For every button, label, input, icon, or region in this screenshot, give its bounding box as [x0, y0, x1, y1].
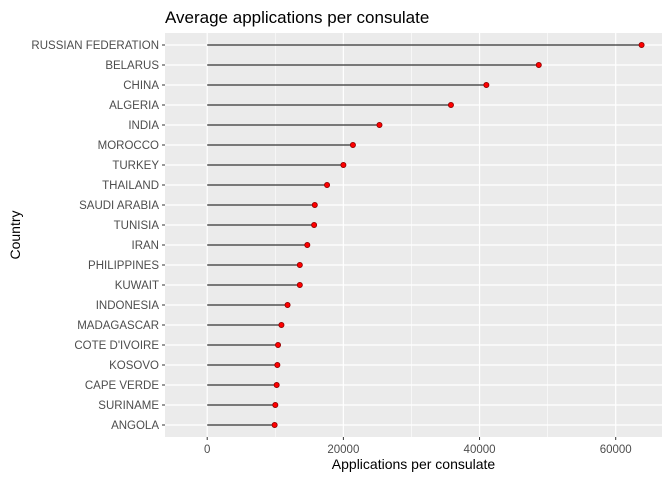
lollipop-point	[296, 281, 303, 288]
data-marks	[207, 42, 645, 428]
x-axis-title: Applications per consulate	[332, 456, 496, 472]
lollipop-point	[376, 122, 383, 129]
y-tick-label: IRAN	[132, 240, 159, 252]
lollipop-point	[349, 141, 356, 148]
y-tick-label: SURINAME	[98, 400, 159, 412]
y-tick-label: ALGERIA	[109, 100, 159, 112]
y-tick-label: MADAGASCAR	[77, 320, 159, 332]
x-tick-label: 40000	[464, 444, 496, 456]
y-tick-label: SAUDI ARABIA	[79, 200, 159, 212]
lollipop-point	[272, 401, 279, 408]
y-tick-label: CHINA	[123, 80, 159, 92]
x-axis-labels: 0 20000 40000 60000	[204, 437, 632, 456]
lollipop-point	[447, 102, 454, 109]
y-tick-label: RUSSIAN FEDERATION	[31, 40, 159, 52]
chart-title: Average applications per consulate	[165, 8, 429, 27]
y-tick-label: KUWAIT	[115, 280, 159, 292]
lollipop-point	[273, 381, 280, 388]
lollipop-point	[324, 181, 331, 188]
lollipop-point	[311, 221, 318, 228]
lollipop-point	[638, 42, 645, 49]
y-tick-label: CAPE VERDE	[85, 380, 159, 392]
y-tick-label: MOROCCO	[98, 140, 159, 152]
y-tick-label: BELARUS	[105, 60, 159, 72]
lollipop-point	[304, 241, 311, 248]
lollipop-point	[274, 361, 281, 368]
y-tick-label: TUNISIA	[114, 220, 160, 232]
lollipop-point	[278, 321, 285, 328]
y-tick-label: INDONESIA	[96, 300, 160, 312]
lollipop-point	[311, 201, 318, 208]
y-tick-label: TURKEY	[112, 160, 159, 172]
y-tick-label: PHILIPPINES	[88, 260, 159, 272]
plot-panel	[165, 33, 662, 437]
lollipop-point	[296, 261, 303, 268]
y-tick-label: ANGOLA	[111, 420, 159, 432]
y-tick-label: KOSOVO	[109, 360, 159, 372]
y-tick-label: THAILAND	[102, 180, 159, 192]
y-axis-title: Country	[7, 210, 23, 259]
y-tick-label: COTE D'IVOIRE	[74, 340, 159, 352]
x-tick-label: 60000	[600, 444, 632, 456]
lollipop-point	[284, 301, 291, 308]
lollipop-point	[340, 161, 347, 168]
lollipop-point	[271, 421, 278, 428]
x-tick-label: 0	[204, 444, 210, 456]
x-tick-label: 20000	[327, 444, 359, 456]
y-axis-labels: RUSSIAN FEDERATION BELARUS CHINA ALGERIA IND…	[31, 40, 165, 432]
lollipop-point	[535, 62, 542, 69]
lollipop-point	[483, 82, 490, 89]
lollipop-point	[275, 341, 282, 348]
y-tick-label: INDIA	[128, 120, 159, 132]
